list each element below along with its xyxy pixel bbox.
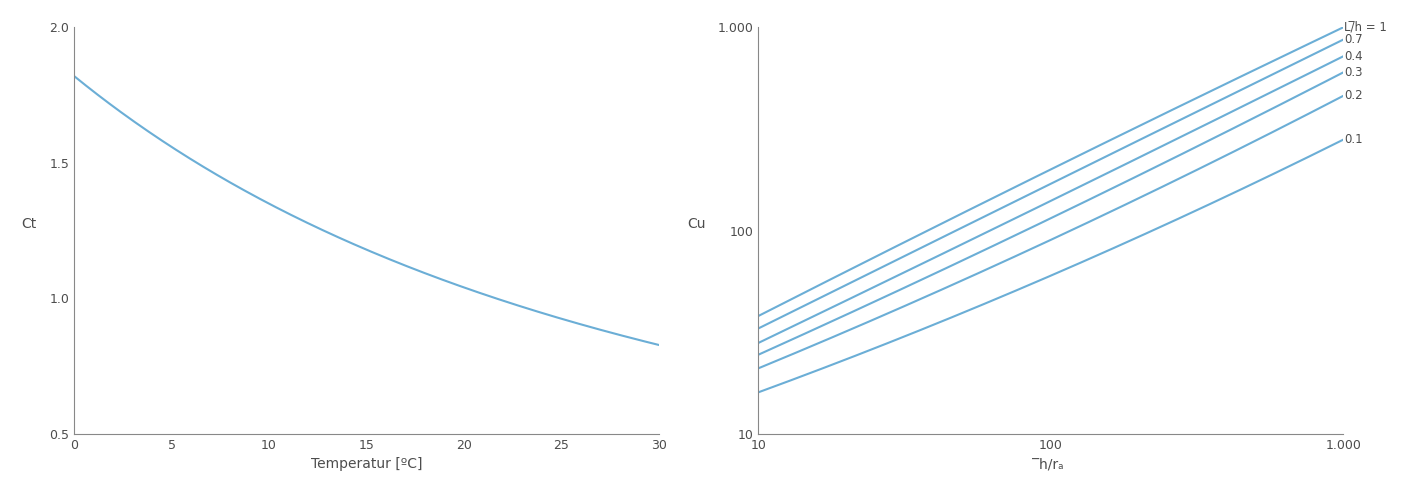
Text: L/̅h = 1: L/̅h = 1: [1345, 21, 1387, 34]
Text: 0.2: 0.2: [1345, 90, 1363, 102]
X-axis label: ̅h/rₐ: ̅h/rₐ: [1039, 457, 1063, 471]
Y-axis label: Cu: Cu: [687, 216, 707, 231]
X-axis label: Temperatur [ºC]: Temperatur [ºC]: [311, 457, 422, 471]
Text: 0.3: 0.3: [1345, 66, 1363, 79]
Text: 0.7: 0.7: [1345, 33, 1363, 46]
Text: 0.4: 0.4: [1345, 50, 1363, 63]
Text: 0.1: 0.1: [1345, 133, 1363, 146]
Y-axis label: Ct: Ct: [21, 216, 37, 231]
